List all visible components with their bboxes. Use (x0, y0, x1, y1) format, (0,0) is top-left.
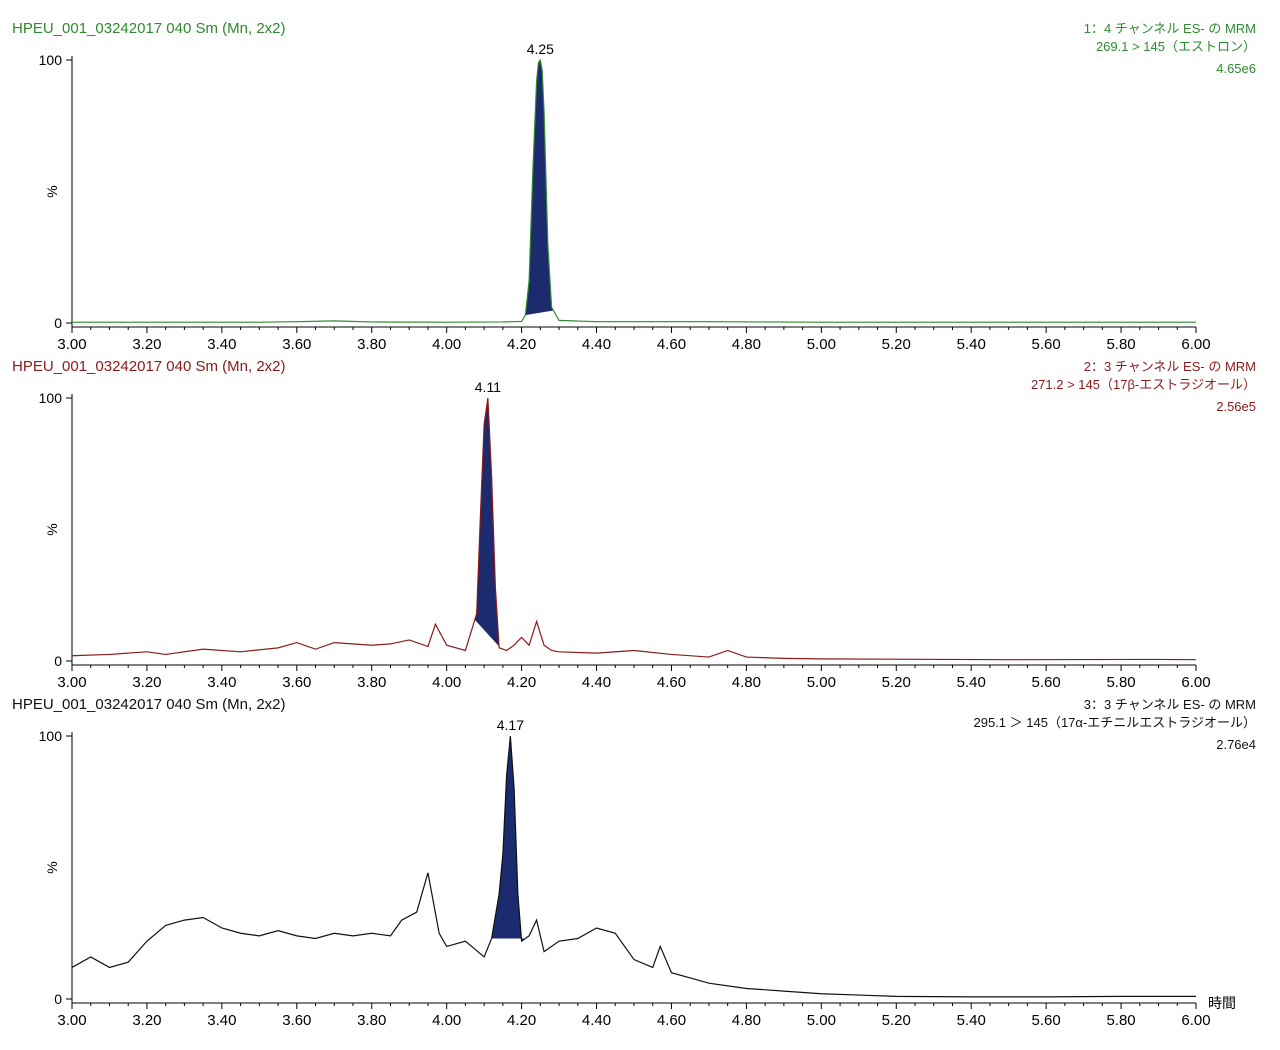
integrated-peak-area (525, 60, 554, 316)
x-tick-label: 3.00 (57, 336, 86, 353)
x-tick-label: 4.80 (732, 336, 761, 353)
x-tick-label: 4.60 (657, 336, 686, 353)
y-tick-label: 0 (54, 653, 62, 669)
x-tick-label: 5.20 (882, 336, 911, 353)
peak-rt-label: 4.25 (527, 41, 554, 57)
x-tick-label: 3.60 (282, 1012, 311, 1029)
x-tick-label: 5.00 (807, 674, 836, 691)
x-tick-label: 6.00 (1181, 674, 1210, 691)
x-tick-label: 4.80 (732, 674, 761, 691)
x-tick-label: 5.40 (957, 336, 986, 353)
y-tick-label: 100 (39, 52, 63, 68)
channel-label: 3：3 チャンネル ES- の MRM (1084, 697, 1256, 712)
x-tick-label: 5.00 (807, 1012, 836, 1029)
x-tick-label: 4.60 (657, 674, 686, 691)
x-tick-label: 3.40 (207, 1012, 236, 1029)
transition-label: 271.2 > 145（17β-エストラジオール） (1031, 377, 1256, 392)
x-tick-label: 3.80 (357, 336, 386, 353)
y-tick-label: 100 (39, 390, 63, 406)
panel-title: HPEU_001_03242017 040 Sm (Mn, 2x2) (12, 20, 286, 37)
x-tick-label: 4.20 (507, 674, 536, 691)
chromatogram-trace (72, 58, 1196, 323)
chromatogram-panel-1: HPEU_001_03242017 040 Sm (Mn, 2x2) 1：4 チャ… (12, 20, 1256, 353)
channel-label: 1：4 チャンネル ES- の MRM (1084, 21, 1256, 36)
x-tick-label: 5.20 (882, 674, 911, 691)
intensity-label: 2.76e4 (1216, 737, 1256, 752)
x-tick-label: 4.80 (732, 1012, 761, 1029)
integrated-peak-area (474, 398, 501, 649)
x-tick-label: 4.20 (507, 336, 536, 353)
x-tick-label: 3.20 (132, 336, 161, 353)
x-tick-label: 3.80 (357, 674, 386, 691)
y-tick-label: 100 (39, 728, 63, 744)
x-tick-label: 4.60 (657, 1012, 686, 1029)
intensity-label: 4.65e6 (1216, 61, 1256, 76)
channel-label: 2：3 チャンネル ES- の MRM (1084, 359, 1256, 374)
y-tick-label: 0 (54, 991, 62, 1007)
transition-label: 269.1 > 145（エストロン） (1096, 39, 1256, 54)
x-tick-label: 3.20 (132, 1012, 161, 1029)
x-tick-label: 4.00 (432, 1012, 461, 1029)
x-tick-label: 3.60 (282, 674, 311, 691)
x-tick-label: 4.20 (507, 1012, 536, 1029)
chromatogram-trace (71, 397, 1197, 661)
x-axis-label: 時間 (1208, 995, 1236, 1011)
peak-rt-label: 4.11 (475, 379, 501, 395)
x-tick-label: 5.60 (1032, 336, 1061, 353)
y-axis-label: % (44, 861, 60, 873)
x-tick-label: 3.80 (357, 1012, 386, 1029)
x-tick-label: 4.40 (582, 674, 611, 691)
transition-label: 295.1 ＞ 145（17α-エチニルエストラジオール） (974, 715, 1257, 730)
x-tick-label: 4.00 (432, 336, 461, 353)
y-tick-label: 0 (54, 315, 62, 331)
x-tick-label: 5.60 (1032, 674, 1061, 691)
chromatogram-panel-2: HPEU_001_03242017 040 Sm (Mn, 2x2) 2：3 チャ… (12, 358, 1256, 691)
x-tick-label: 5.80 (1106, 336, 1135, 353)
intensity-label: 2.56e5 (1216, 399, 1256, 414)
y-axis-label: % (44, 185, 60, 197)
x-tick-label: 5.80 (1106, 674, 1135, 691)
x-tick-label: 5.20 (882, 1012, 911, 1029)
x-tick-label: 6.00 (1181, 1012, 1210, 1029)
chromatogram-trace (71, 735, 1196, 998)
x-tick-label: 3.40 (207, 674, 236, 691)
panel-title: HPEU_001_03242017 040 Sm (Mn, 2x2) (12, 358, 286, 375)
x-tick-label: 6.00 (1181, 336, 1210, 353)
x-tick-label: 5.40 (957, 1012, 986, 1029)
x-tick-label: 5.00 (807, 336, 836, 353)
x-tick-label: 5.40 (957, 674, 986, 691)
x-tick-label: 3.20 (132, 674, 161, 691)
x-tick-label: 3.00 (57, 674, 86, 691)
peak-rt-label: 4.17 (497, 717, 524, 733)
x-tick-label: 4.40 (582, 1012, 611, 1029)
chromatogram-panel-3: HPEU_001_03242017 040 Sm (Mn, 2x2) 3：3 チャ… (12, 696, 1256, 1029)
x-tick-label: 3.60 (282, 336, 311, 353)
panel-title: HPEU_001_03242017 040 Sm (Mn, 2x2) (12, 696, 286, 713)
x-tick-label: 4.00 (432, 674, 461, 691)
y-axis-label: % (44, 523, 60, 535)
x-tick-label: 3.00 (57, 1012, 86, 1029)
x-tick-label: 5.80 (1106, 1012, 1135, 1029)
x-tick-label: 4.40 (582, 336, 611, 353)
x-tick-label: 3.40 (207, 336, 236, 353)
x-tick-label: 5.60 (1032, 1012, 1061, 1029)
